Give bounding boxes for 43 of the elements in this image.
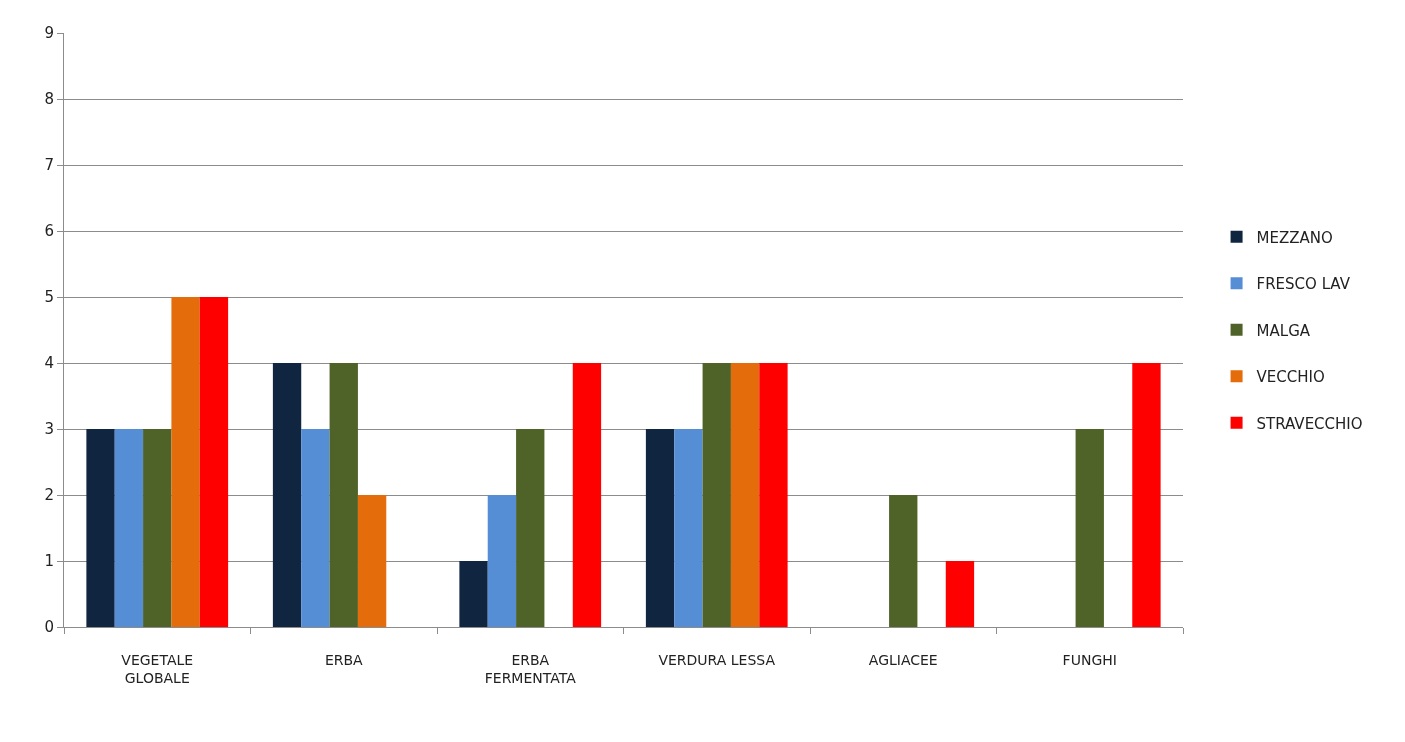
bar (329, 363, 358, 627)
y-tick-label: 4 (44, 354, 54, 373)
bar (272, 363, 302, 627)
bar (889, 495, 918, 627)
bar (114, 429, 144, 627)
bar (1132, 363, 1161, 627)
bar (301, 429, 330, 627)
bar (143, 429, 172, 627)
bar (945, 561, 975, 627)
bar (516, 429, 545, 627)
bar (171, 297, 200, 627)
y-tick-label: 1 (44, 552, 54, 571)
y-tick-label: 0 (44, 618, 54, 637)
bar (199, 297, 229, 627)
bar (487, 495, 517, 627)
x-tick-label: VERDURA LESSA (658, 651, 776, 668)
y-tick-label: 6 (44, 222, 54, 241)
bar (674, 429, 703, 627)
bar (459, 561, 488, 627)
legend-label: FRESCO LAV (1256, 275, 1351, 294)
bar (759, 363, 788, 627)
y-tick-label: 5 (44, 288, 54, 307)
y-tick-label: 3 (44, 420, 54, 439)
y-tick-label: 2 (44, 486, 54, 505)
bar (572, 363, 602, 627)
y-tick-label: 8 (44, 90, 54, 109)
bar (86, 429, 115, 627)
bar (357, 495, 387, 627)
bar (730, 363, 760, 627)
y-tick-label: 7 (44, 156, 54, 175)
x-tick-label: AGLIACEE (868, 651, 938, 668)
x-tick-label: ERBA FERMENTATA (484, 651, 577, 686)
x-tick-label: FUNGHI (1062, 651, 1117, 668)
bar (1075, 429, 1104, 627)
y-tick-label: 9 (44, 24, 54, 43)
legend-label: VECCHIO (1256, 368, 1325, 387)
legend-label: MALGA (1256, 321, 1311, 340)
bar (702, 363, 731, 627)
legend-label: MEZZANO (1256, 228, 1333, 247)
x-tick-label: VEGETALE GLOBALE (121, 651, 194, 686)
x-tick-label: ERBA (324, 651, 364, 668)
legend-label: STRAVECCHIO (1256, 414, 1363, 433)
bar (645, 429, 675, 627)
